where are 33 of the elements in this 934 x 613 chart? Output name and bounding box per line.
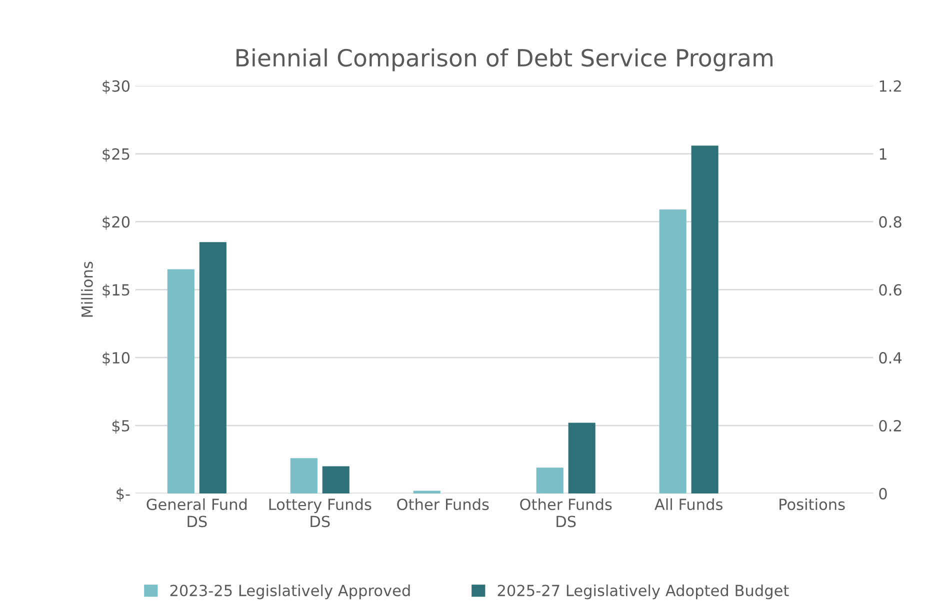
x-tick-label: General Fund DS — [146, 498, 247, 528]
bar — [691, 146, 718, 494]
bar — [199, 242, 226, 494]
bar — [167, 269, 194, 494]
bar — [322, 466, 350, 494]
y-tick-label: $10 — [102, 352, 130, 366]
x-tick-label: All Funds — [654, 498, 722, 510]
x-tick-label: Positions — [780, 498, 845, 510]
bar — [290, 458, 318, 494]
bar — [413, 490, 440, 494]
legend-label: 2025-27 Legislatively Adopted Budget — [498, 584, 789, 600]
y-tick-label: $15 — [102, 284, 130, 298]
y2-tick-label: 0.4 — [879, 352, 902, 364]
y2-tick-label: 1.2 — [880, 80, 901, 92]
x-tick-label: Lottery Funds DS — [269, 498, 372, 528]
bar — [536, 468, 564, 494]
x-tick-label: Other Funds DS — [520, 498, 612, 528]
y2-tick-label: 0 — [879, 488, 887, 500]
y2-tick-label: 1 — [880, 148, 886, 160]
y-tick-label: $5 — [112, 420, 130, 434]
y2-tick-label: 0.8 — [879, 216, 902, 228]
y-tick-label: $20 — [102, 216, 130, 230]
y-tick-label: $25 — [102, 148, 130, 162]
y2-tick-label: 0.2 — [879, 420, 901, 432]
chart-title: Biennial Comparison of Debt Service Program — [236, 48, 772, 72]
y-tick-label: $30 — [102, 80, 130, 94]
bar — [659, 209, 686, 494]
x-tick-label: Other Funds — [397, 498, 489, 510]
bar — [568, 422, 596, 494]
y2-tick-label: 0.6 — [879, 284, 902, 296]
legend-label: 2023-25 Legislatively Approved — [170, 584, 410, 600]
y-axis-title: Millions — [81, 262, 93, 317]
y-tick-label: $- — [116, 488, 130, 502]
